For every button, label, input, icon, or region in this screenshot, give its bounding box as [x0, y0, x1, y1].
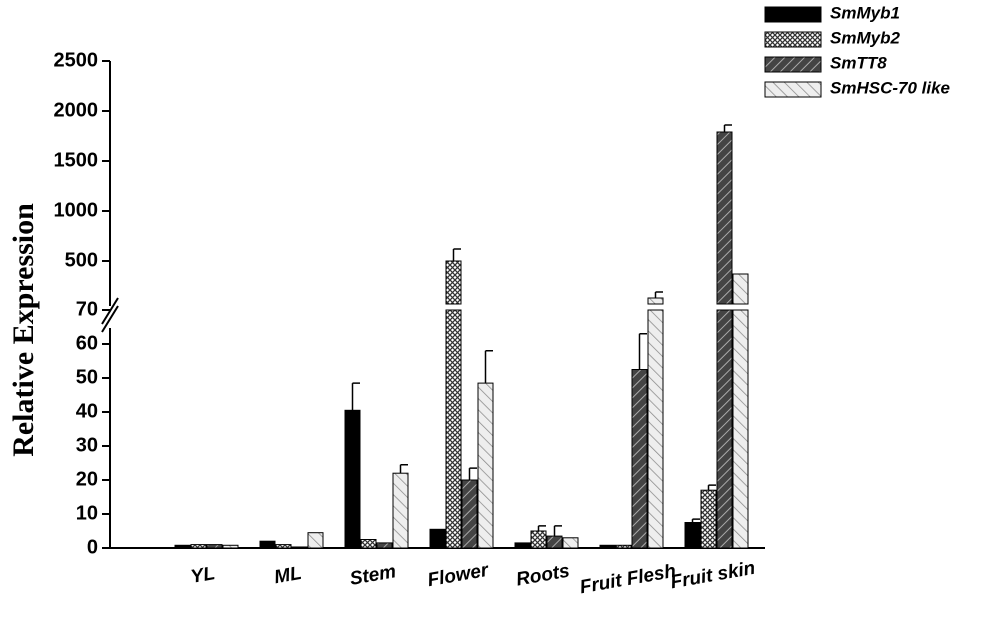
x-tick-label: Stem — [348, 561, 398, 590]
legend-label: SmMyb2 — [830, 28, 900, 47]
plot: 0 10 20 30 40 50 60 70 500 1000 1500 2000 2500 YL ML St… — [54, 3, 951, 598]
bar — [530, 530, 547, 549]
bar — [716, 131, 733, 305]
y-tick-label: 60 — [76, 332, 98, 354]
bar — [259, 540, 276, 549]
bar — [615, 544, 632, 549]
legend-swatch — [764, 81, 822, 98]
bar — [360, 539, 377, 549]
y-tick-label: 20 — [76, 468, 98, 490]
bar — [562, 537, 579, 549]
y-tick-label: 70 — [76, 298, 98, 320]
bar — [684, 522, 701, 549]
y-tick-label: 50 — [76, 366, 98, 388]
bar — [174, 544, 191, 549]
bar — [206, 544, 223, 549]
y-tick-label: 1000 — [54, 199, 99, 221]
error-bar — [468, 467, 477, 480]
bar — [647, 309, 664, 549]
bar — [599, 544, 616, 549]
error-bar — [654, 291, 663, 298]
error-bar — [399, 463, 408, 474]
legend-label: SmTT8 — [830, 53, 887, 72]
error-bar — [452, 248, 461, 261]
legend-swatch — [764, 31, 822, 48]
error-bar — [723, 124, 732, 132]
error-bar — [553, 525, 562, 537]
y-tick-label: 2000 — [54, 99, 99, 121]
bar — [631, 369, 648, 549]
y-axis-label: Relative Expression — [7, 203, 40, 457]
bar — [344, 409, 361, 549]
y-tick-label: 30 — [76, 434, 98, 456]
bar — [461, 479, 478, 549]
legend-swatch — [764, 56, 822, 73]
error-bar — [537, 525, 546, 531]
bar — [392, 472, 409, 549]
bar — [190, 544, 207, 549]
bar — [429, 528, 446, 549]
legend-label: SmMyb1 — [830, 3, 900, 22]
bar — [477, 382, 494, 549]
x-tick-label: Fruit skin — [669, 558, 757, 594]
bar — [514, 542, 531, 549]
error-bar — [484, 350, 493, 384]
y-tick-label: 40 — [76, 400, 98, 422]
bar — [647, 297, 664, 305]
bar — [376, 542, 393, 549]
bar — [307, 532, 324, 549]
x-tick-label: Flower — [426, 560, 492, 592]
error-bar — [691, 518, 700, 523]
bar — [716, 309, 733, 549]
y-tick-label: 1500 — [54, 149, 99, 171]
bar — [732, 309, 749, 549]
x-tick-label: Fruit Flesh — [578, 561, 677, 599]
x-tick-label: ML — [273, 563, 304, 588]
bar — [222, 544, 239, 549]
error-bar — [351, 382, 360, 411]
error-bar — [638, 333, 647, 370]
bar — [700, 489, 717, 549]
bar — [732, 273, 749, 305]
bar — [445, 260, 462, 305]
y-tick-label: 0 — [87, 536, 98, 558]
bar — [445, 309, 462, 549]
legend-label: SmHSC-70 like — [830, 78, 950, 97]
y-tick-label: 2500 — [54, 49, 99, 71]
bar — [546, 535, 563, 549]
legend-swatch — [764, 6, 822, 23]
x-tick-label: Roots — [515, 561, 572, 591]
error-bar — [707, 484, 716, 491]
y-tick-label: 10 — [76, 502, 98, 524]
x-tick-label: YL — [189, 563, 217, 588]
bar — [291, 546, 308, 549]
bar — [275, 544, 292, 549]
y-tick-label: 500 — [65, 249, 98, 271]
